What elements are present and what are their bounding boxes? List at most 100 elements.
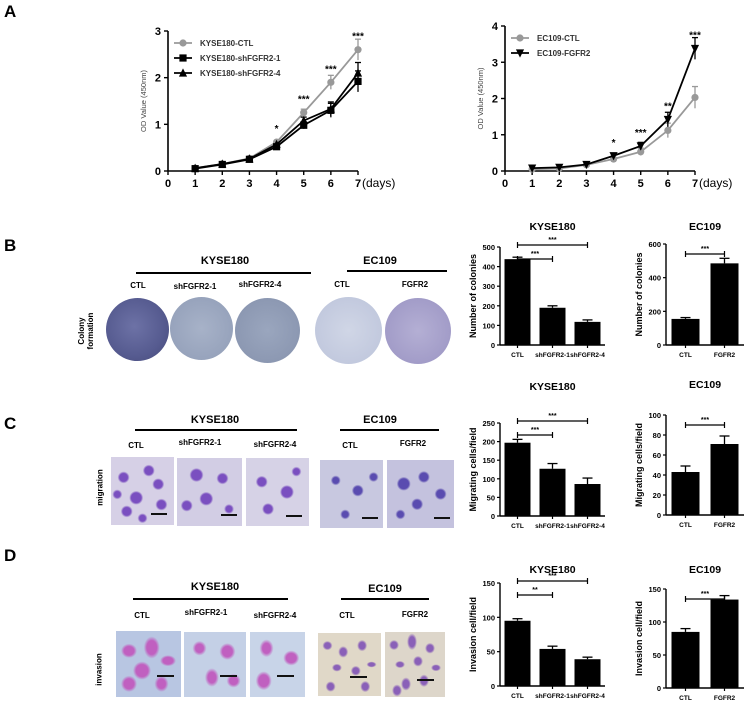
c-ec109-underline bbox=[340, 429, 439, 431]
svg-text:***: *** bbox=[701, 246, 709, 253]
b-kyse180-header: KYSE180 bbox=[200, 255, 250, 267]
scale-bar bbox=[221, 514, 237, 516]
svg-text:100: 100 bbox=[482, 613, 495, 622]
b-ec109-header: EC109 bbox=[363, 255, 397, 267]
svg-text:3: 3 bbox=[246, 178, 252, 190]
bar-chart-d-ec109: EC109 0 50 100 150 Invasion cell/field CTL FGFR… bbox=[634, 564, 744, 702]
scale-bar bbox=[220, 675, 237, 677]
svg-text:4: 4 bbox=[492, 21, 499, 33]
svg-text:***: *** bbox=[298, 95, 310, 106]
d-kyse180-header: KYSE180 bbox=[190, 581, 240, 593]
d-label-shfgfr2-1: shFGFR2-1 bbox=[184, 608, 228, 617]
svg-text:50: 50 bbox=[487, 493, 495, 502]
svg-text:0: 0 bbox=[491, 341, 495, 350]
svg-text:0: 0 bbox=[657, 341, 661, 350]
svg-text:1: 1 bbox=[155, 119, 161, 131]
svg-text:150: 150 bbox=[648, 585, 661, 594]
svg-text:EC109: EC109 bbox=[689, 380, 721, 391]
svg-text:6: 6 bbox=[328, 178, 334, 190]
svg-text:0: 0 bbox=[657, 511, 661, 520]
svg-text:300: 300 bbox=[482, 282, 495, 291]
svg-text:0: 0 bbox=[502, 178, 508, 190]
svg-text:***: *** bbox=[701, 591, 709, 598]
svg-text:Number of colonies: Number of colonies bbox=[634, 252, 644, 336]
svg-text:KYSE180: KYSE180 bbox=[529, 221, 575, 233]
svg-text:4: 4 bbox=[611, 178, 618, 190]
invasion-image-kyse-ctl bbox=[116, 631, 181, 697]
svg-text:1: 1 bbox=[192, 178, 198, 190]
b-kyse180-underline bbox=[136, 272, 311, 274]
svg-text:50: 50 bbox=[653, 651, 661, 660]
svg-text:*: * bbox=[275, 124, 279, 135]
b-label-shfgfr2-1: shFGFR2-1 bbox=[173, 282, 217, 291]
svg-text:0: 0 bbox=[491, 682, 495, 691]
svg-text:200: 200 bbox=[648, 307, 661, 316]
svg-text:**: ** bbox=[532, 587, 538, 594]
b-row-label: Colony formation bbox=[77, 301, 95, 361]
d-ec109-header: EC109 bbox=[368, 583, 402, 595]
svg-text:***: *** bbox=[548, 413, 556, 420]
c-ec109-header: EC109 bbox=[363, 414, 397, 426]
c-row-label: migration bbox=[95, 469, 105, 506]
bar-chart-c-ec109: EC109 0 20 40 60 80 100 Migrating cells/field CT… bbox=[634, 380, 744, 529]
migration-image-kyse-shfgfr2-4 bbox=[246, 458, 309, 526]
svg-text:***: *** bbox=[325, 64, 337, 75]
svg-text:400: 400 bbox=[482, 263, 495, 272]
migration-image-ec-fgfr2 bbox=[387, 460, 454, 528]
svg-text:KYSE180: KYSE180 bbox=[529, 564, 575, 576]
d-label-ec-fgfr2: FGFR2 bbox=[401, 610, 429, 619]
svg-text:*: * bbox=[612, 138, 616, 149]
svg-text:KYSE180-CTL: KYSE180-CTL bbox=[200, 39, 253, 48]
migration-image-kyse-ctl bbox=[111, 457, 174, 525]
svg-text:100: 100 bbox=[482, 321, 495, 330]
c-kyse180-underline bbox=[135, 429, 297, 431]
scale-bar bbox=[277, 675, 294, 677]
svg-text:CTL: CTL bbox=[511, 352, 524, 359]
invasion-image-kyse-shfgfr2-4 bbox=[250, 632, 305, 697]
svg-text:KYSE180-shFGFR2-4: KYSE180-shFGFR2-4 bbox=[200, 69, 281, 78]
svg-text:Migrating cells/field: Migrating cells/field bbox=[468, 427, 478, 511]
svg-text:40: 40 bbox=[653, 471, 661, 480]
b-label-ctl: CTL bbox=[130, 281, 146, 290]
svg-text:200: 200 bbox=[482, 302, 495, 311]
svg-text:60: 60 bbox=[653, 451, 661, 460]
colony-dish-kyse-shfgfr2-4 bbox=[235, 298, 300, 363]
svg-text:150: 150 bbox=[482, 456, 495, 465]
svg-text:EC109-FGFR2: EC109-FGFR2 bbox=[537, 49, 591, 58]
svg-text:1: 1 bbox=[492, 130, 498, 142]
bar-chart-b-kyse180: KYSE180 0 100 200 300 400 500 Number of colonie… bbox=[468, 221, 605, 359]
svg-text:shFGFR2-1: shFGFR2-1 bbox=[535, 693, 570, 700]
colony-dish-ec-ctl bbox=[315, 297, 382, 364]
svg-text:4: 4 bbox=[274, 178, 281, 190]
panel-letter-d: D bbox=[4, 546, 17, 565]
svg-text:5: 5 bbox=[638, 178, 644, 190]
svg-text:400: 400 bbox=[648, 274, 661, 283]
svg-text:***: *** bbox=[701, 417, 709, 424]
d-row-label: invasion bbox=[94, 653, 104, 686]
svg-text:CTL: CTL bbox=[679, 522, 692, 529]
colony-dish-ec-fgfr2 bbox=[385, 298, 451, 364]
migration-image-ec-ctl bbox=[320, 460, 383, 528]
panel-letter-c: C bbox=[4, 414, 17, 433]
svg-text:shFGFR2-1: shFGFR2-1 bbox=[535, 523, 570, 530]
svg-text:6: 6 bbox=[665, 178, 671, 190]
svg-text:KYSE180: KYSE180 bbox=[529, 381, 575, 393]
svg-text:0: 0 bbox=[492, 166, 498, 178]
svg-text:CTL: CTL bbox=[511, 693, 524, 700]
d-label-ctl: CTL bbox=[134, 611, 150, 620]
svg-text:***: *** bbox=[548, 573, 556, 580]
d-label-shfgfr2-4: shFGFR2-4 bbox=[253, 611, 297, 620]
svg-text:***: *** bbox=[689, 30, 701, 41]
b-label-shfgfr2-4: shFGFR2-4 bbox=[238, 280, 282, 289]
svg-text:3: 3 bbox=[583, 178, 589, 190]
svg-text:CTL: CTL bbox=[511, 523, 524, 530]
svg-text:***: *** bbox=[531, 251, 539, 258]
c-label-shfgfr2-4: shFGFR2-4 bbox=[253, 440, 297, 449]
d-ec109-underline bbox=[341, 598, 429, 600]
scale-bar bbox=[286, 515, 302, 517]
scale-bar bbox=[434, 517, 450, 519]
svg-text:2: 2 bbox=[155, 73, 161, 85]
svg-text:2: 2 bbox=[492, 94, 498, 106]
svg-text:Migrating cells/field: Migrating cells/field bbox=[634, 423, 644, 507]
svg-text:shFGFR2-4: shFGFR2-4 bbox=[570, 352, 605, 359]
